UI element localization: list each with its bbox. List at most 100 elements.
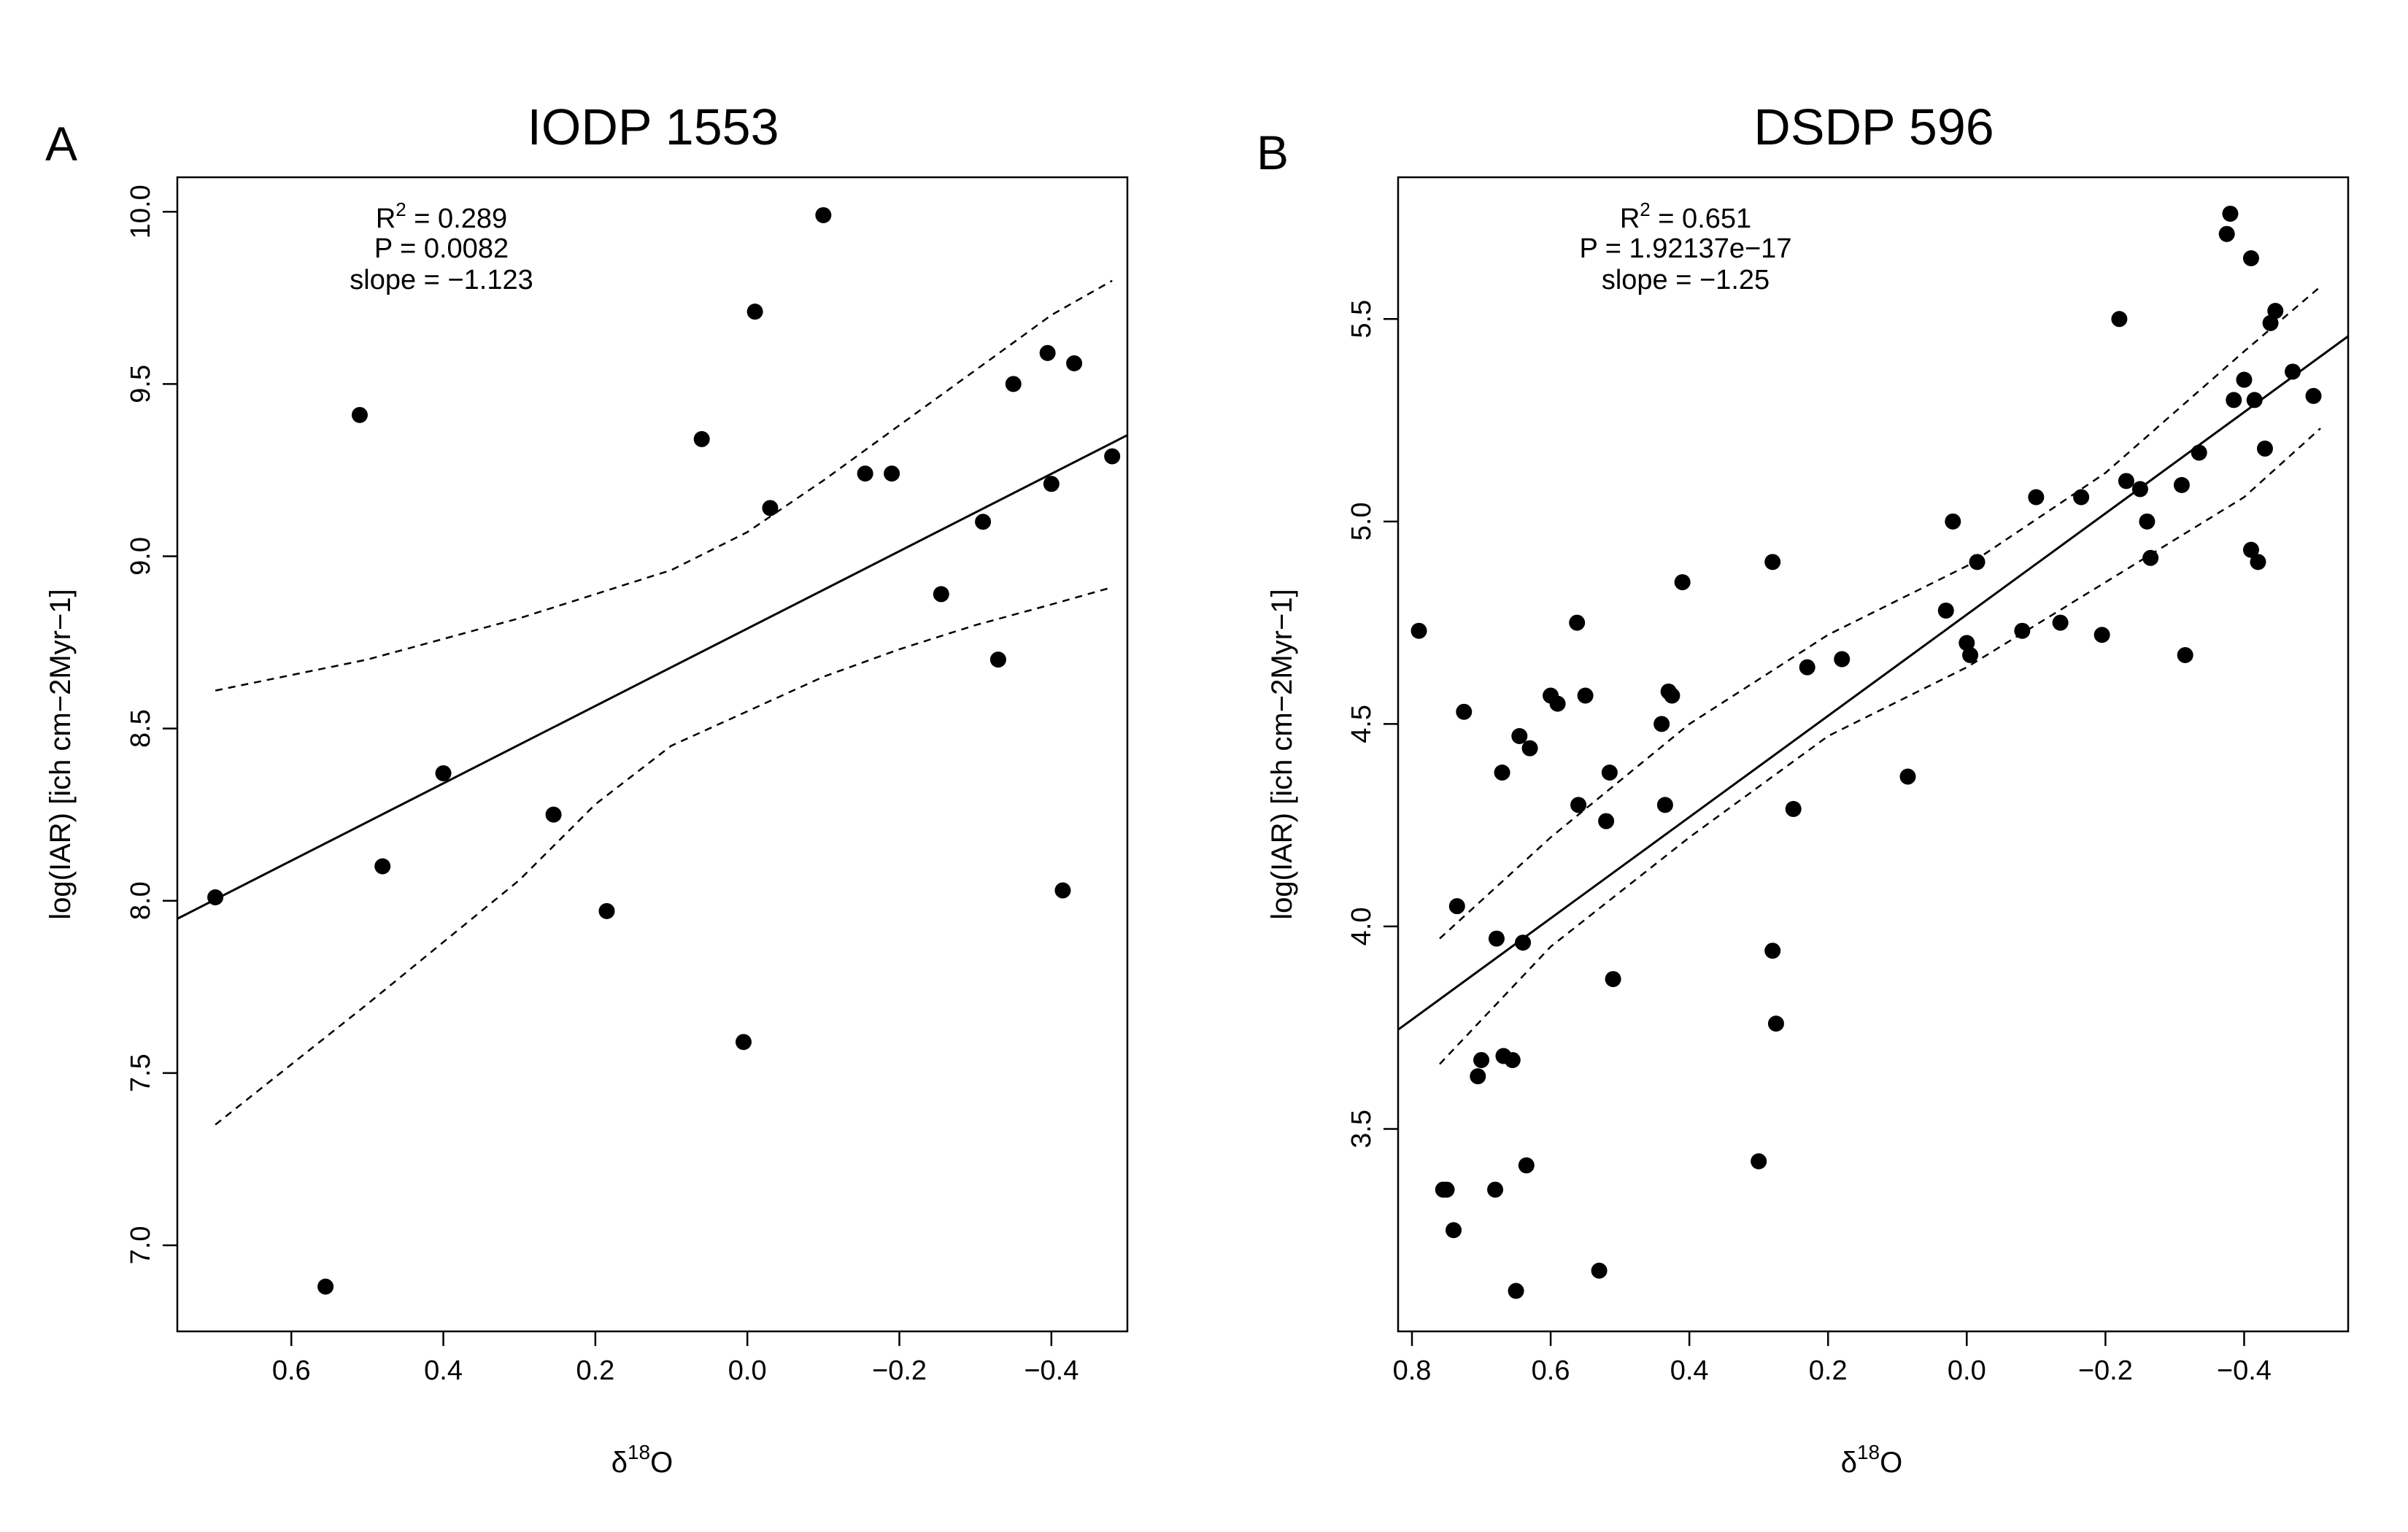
x-label-sup-a: 18 xyxy=(628,1441,650,1463)
confidence-band-lower-b xyxy=(1439,428,2321,1065)
data-point xyxy=(1470,1068,1486,1085)
data-point xyxy=(1834,651,1851,668)
data-point xyxy=(1577,687,1594,704)
r-squared-b: R2 = 0.651 xyxy=(1620,198,1751,234)
p-value-a: P = 0.0082 xyxy=(374,233,509,264)
data-point xyxy=(1488,930,1505,947)
data-point xyxy=(1494,764,1510,781)
y-tick-label: 4.0 xyxy=(1346,907,1377,945)
data-point xyxy=(1521,740,1538,757)
x-axis-a: 0.6 0.4 0.2 0.0 −0.2 −0.4 xyxy=(272,1331,1078,1386)
data-point xyxy=(1549,695,1566,712)
data-point xyxy=(1674,574,1691,591)
x-tick-label: 0.4 xyxy=(1670,1355,1709,1386)
data-point xyxy=(1899,768,1916,785)
y-tick-label: 10.0 xyxy=(126,185,156,239)
data-point xyxy=(2094,627,2110,643)
data-point xyxy=(207,889,224,905)
y-tick-label: 5.0 xyxy=(1346,502,1377,541)
data-point xyxy=(2250,554,2266,570)
data-point xyxy=(2267,303,2284,320)
r2-value-b: = 0.651 xyxy=(1651,204,1751,234)
data-point xyxy=(1005,376,1022,392)
confidence-band-upper-b xyxy=(1439,285,2321,940)
p-value-b: P = 1.92137e−17 xyxy=(1580,233,1792,264)
data-point xyxy=(1656,797,1673,813)
data-point xyxy=(545,806,562,823)
data-point xyxy=(1601,764,1618,781)
data-point xyxy=(1043,476,1060,492)
data-point xyxy=(2142,549,2159,566)
data-point xyxy=(1764,554,1781,570)
y-axis-label-b: log(IAR) [ich cm−2Myr−1] xyxy=(1266,589,1298,919)
x-tick-label: 0.8 xyxy=(1393,1355,1432,1386)
data-point xyxy=(2028,489,2045,506)
data-point xyxy=(1962,647,1979,664)
x-tick-label: −0.4 xyxy=(1024,1355,1078,1386)
data-point xyxy=(2242,250,2259,267)
data-point xyxy=(2242,541,2259,558)
data-point xyxy=(1969,554,1986,570)
data-point xyxy=(1487,1181,1504,1198)
data-point xyxy=(2073,489,2090,506)
panel-a: A IODP 1553 R2 = 0.289 P = 0.0082 slope … xyxy=(45,98,1129,1479)
x-tick-label: 0.6 xyxy=(272,1355,311,1386)
chart-title-b: DSDP 596 xyxy=(1753,98,1994,155)
x-tick-label: 0.0 xyxy=(728,1355,767,1386)
data-point xyxy=(2305,387,2322,404)
data-point xyxy=(351,406,368,423)
x-tick-label: 0.0 xyxy=(1948,1355,1986,1386)
data-point xyxy=(1518,1157,1535,1174)
data-point xyxy=(1605,971,1621,988)
data-point xyxy=(1039,344,1056,361)
data-point xyxy=(2246,392,2263,409)
data-point xyxy=(2052,614,2069,631)
x-label-tail-b: O xyxy=(1880,1447,1902,1479)
data-point xyxy=(693,430,710,447)
plot-frame-b xyxy=(1397,176,2350,1333)
data-point xyxy=(1508,1283,1524,1299)
data-point xyxy=(2218,225,2235,242)
r2-label-b: R xyxy=(1620,204,1640,234)
panel-b: B DSDP 596 R2 = 0.651 P = 1.92137e−17 sl… xyxy=(1257,98,2350,1479)
stats-box-b: R2 = 0.651 P = 1.92137e−17 slope = −1.25 xyxy=(1580,198,1792,295)
panel-letter-a: A xyxy=(45,117,77,171)
x-tick-label: 0.6 xyxy=(1532,1355,1570,1386)
chart-title-a: IODP 1553 xyxy=(527,98,779,155)
y-axis-a: 7.0 7.5 8.0 8.5 9.0 9.5 10.0 xyxy=(126,185,177,1264)
x-axis-label-a: δ18O xyxy=(611,1441,674,1479)
data-point xyxy=(1456,703,1473,720)
data-point xyxy=(2173,476,2190,493)
data-point xyxy=(2118,473,2134,490)
data-point xyxy=(1751,1153,1767,1169)
data-point xyxy=(857,465,873,482)
data-point xyxy=(1054,882,1071,899)
regression-line-b xyxy=(1397,335,2349,1031)
data-point xyxy=(317,1278,334,1295)
data-point xyxy=(1473,1052,1490,1069)
y-tick-label: 8.0 xyxy=(126,881,156,920)
data-point xyxy=(2111,311,2128,328)
data-point xyxy=(1937,602,1954,619)
y-tick-label: 9.0 xyxy=(126,537,156,576)
data-point xyxy=(1653,716,1670,732)
data-point xyxy=(2284,363,2301,380)
data-point xyxy=(1504,1052,1521,1069)
confidence-band-upper-a xyxy=(215,279,1113,692)
data-point xyxy=(975,514,992,530)
slope-b: slope = −1.25 xyxy=(1602,265,1770,295)
data-point xyxy=(1104,448,1121,465)
data-point xyxy=(374,858,391,875)
y-tick-label: 9.5 xyxy=(126,365,156,403)
x-label-delta-b: δ xyxy=(1841,1447,1857,1479)
x-tick-label: −0.4 xyxy=(2217,1355,2272,1386)
data-point xyxy=(2177,647,2193,664)
data-point xyxy=(435,765,452,781)
x-tick-label: −0.2 xyxy=(2078,1355,2133,1386)
data-point xyxy=(2139,513,2156,530)
data-point xyxy=(989,651,1006,668)
r2-label-a: R xyxy=(376,204,395,234)
data-point xyxy=(1448,898,1465,915)
panel-letter-b: B xyxy=(1257,125,1289,179)
data-point xyxy=(762,500,779,517)
